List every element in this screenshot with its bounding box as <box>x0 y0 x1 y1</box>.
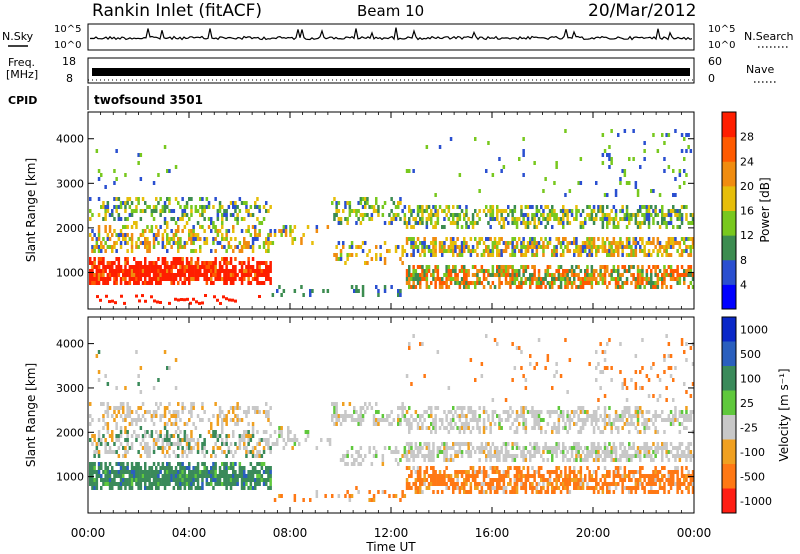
nsearch-tick-bottom: 10^0 <box>708 40 735 51</box>
freq-panel: Freq. [MHz] 18 8 60 0 Nave <box>6 55 778 85</box>
velocity-colorbar-tick: 500 <box>740 348 761 361</box>
freq-tick-top: 18 <box>62 55 76 68</box>
velocity-colorbar-tick: 1000 <box>740 323 768 336</box>
nsky-tick-bottom: 10^0 <box>54 40 81 51</box>
nsearch-label: N.Search <box>744 30 794 43</box>
xtick-label-4: 16:00 <box>475 526 510 540</box>
power-colorbar-swatch <box>722 185 736 211</box>
velocity-ytick-2000: 2000 <box>56 426 84 439</box>
power-colorbar-tick: 24 <box>740 155 754 168</box>
power-heatmap <box>89 129 695 305</box>
freq-label-1: Freq. <box>8 56 35 69</box>
nsky-label: N.Sky <box>2 30 34 43</box>
nave-tick-top: 60 <box>708 55 722 68</box>
power-colorbar-tick: 12 <box>740 229 754 242</box>
velocity-colorbar-swatch <box>722 341 736 367</box>
velocity-ytick-3000: 3000 <box>56 382 84 395</box>
velocity-colorbar-tick: 100 <box>740 372 761 385</box>
velocity-colorbar-tick: -500 <box>740 470 765 483</box>
velocity-colorbar-swatch <box>722 439 736 465</box>
time-axis-label: Time UT <box>365 540 416 554</box>
velocity-panel: 1000 2000 3000 4000 Slant Range [km] 1000 50… <box>24 316 791 514</box>
cpid-label: CPID <box>8 94 37 107</box>
nsky-panel: N.Sky 10^5 10^0 10^5 10^0 N.Search <box>2 23 794 51</box>
power-colorbar-swatch <box>722 136 736 162</box>
power-ytick-4000: 4000 <box>56 133 84 146</box>
power-colorbar-swatch <box>722 161 736 187</box>
velocity-heatmap <box>89 334 695 502</box>
power-colorbar: 4 8 12 16 20 24 28 <box>721 111 754 310</box>
velocity-colorbar-swatch <box>722 317 736 342</box>
nsky-tick-top: 10^5 <box>54 24 81 35</box>
power-colorbar-swatch <box>722 284 736 310</box>
freq-tick-bottom: 8 <box>66 72 73 85</box>
nave-label: Nave <box>746 63 774 76</box>
power-colorbar-swatch <box>722 210 736 236</box>
power-colorbar-tick: 28 <box>740 131 754 144</box>
nave-tick-bottom: 0 <box>708 72 715 85</box>
velocity-colorbar-swatch <box>722 390 736 416</box>
xtick-label-6: 00:00 <box>677 526 712 540</box>
velocity-colorbar-swatch <box>722 366 736 391</box>
beam-title: Beam 10 <box>357 2 424 20</box>
velocity-colorbar-tick: -1000 <box>740 495 772 508</box>
cpid-panel: CPID twofsound 3501 <box>8 86 203 110</box>
power-ytick-3000: 3000 <box>56 177 84 190</box>
freq-series <box>92 68 690 76</box>
xtick-label-5: 20:00 <box>576 526 611 540</box>
power-colorbar-swatch <box>722 112 736 138</box>
velocity-colorbar-tick: -100 <box>740 446 765 459</box>
station-title: Rankin Inlet (fitACF) <box>92 1 262 21</box>
nsearch-tick-top: 10^5 <box>708 24 735 35</box>
power-panel: 1000 2000 3000 4000 Slant Range [km] 4 8 12 16… <box>24 111 772 310</box>
power-ytick-1000: 1000 <box>56 266 84 279</box>
power-colorbar-label: Power [dB] <box>758 177 772 242</box>
velocity-colorbar-swatch <box>722 415 736 440</box>
xtick-label-0: 00:00 <box>71 526 106 540</box>
power-colorbar-tick: 4 <box>740 278 747 291</box>
date-title: 20/Mar/2012 <box>588 1 696 21</box>
xtick-label-1: 04:00 <box>172 526 207 540</box>
velocity-colorbar-swatch <box>722 488 736 514</box>
time-axis: 00:00 04:00 08:00 12:00 16:00 20:00 00:00 <box>71 112 712 540</box>
cpid-value: twofsound 3501 <box>94 93 203 107</box>
velocity-colorbar-tick: -25 <box>740 421 758 434</box>
velocity-ytick-1000: 1000 <box>56 471 84 484</box>
xtick-label-3: 12:00 <box>374 526 409 540</box>
power-colorbar-tick: 8 <box>740 254 747 267</box>
power-colorbar-tick: 20 <box>740 180 754 193</box>
velocity-ytick-4000: 4000 <box>56 338 84 351</box>
freq-label-2: [MHz] <box>6 68 38 81</box>
power-ylabel: Slant Range [km] <box>24 158 38 262</box>
xtick-label-2: 08:00 <box>273 526 308 540</box>
velocity-colorbar-tick: 25 <box>740 397 754 410</box>
velocity-colorbar-swatch <box>722 464 736 489</box>
velocity-colorbar-label: Velocity [m s⁻¹] <box>777 368 791 461</box>
velocity-ylabel: Slant Range [km] <box>24 363 38 467</box>
power-colorbar-swatch <box>722 259 736 285</box>
nsky-series <box>89 27 693 41</box>
power-ytick-2000: 2000 <box>56 222 84 235</box>
power-colorbar-swatch <box>722 235 736 261</box>
velocity-colorbar: 1000 500 100 25 -25 -100 -500 -1000 <box>721 316 772 514</box>
power-colorbar-tick: 16 <box>740 205 754 218</box>
